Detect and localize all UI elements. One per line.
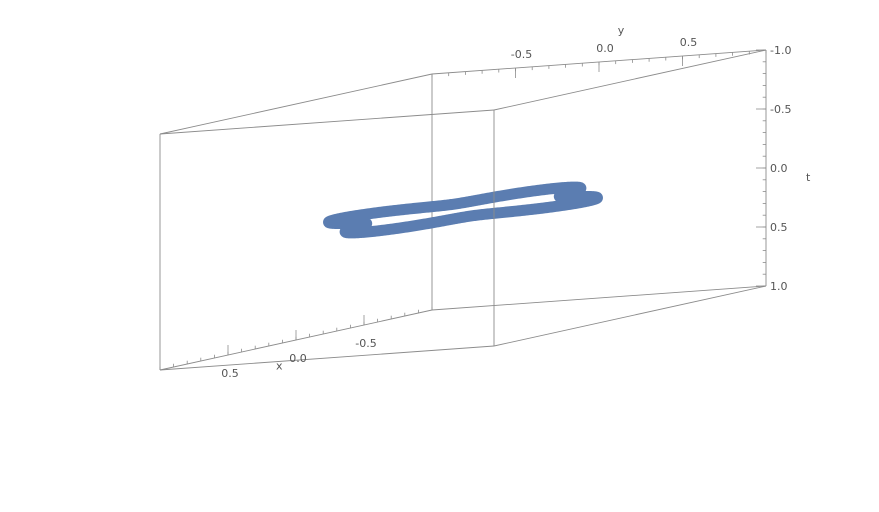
box-edge — [493, 49, 767, 111]
x-axis-tick-label: -0.5 — [355, 337, 376, 350]
box-edge-back — [431, 285, 767, 311]
t-axis-tick-label: -1.0 — [770, 44, 791, 57]
t-axis-tick-label: 0.0 — [770, 162, 788, 175]
curve-layer — [323, 181, 603, 239]
y-axis-label: y — [618, 24, 625, 37]
box-edge — [159, 109, 495, 135]
tick-labels: 0.5 0.0 -0.5 0.5 0.0 -0.5 -1.0 -0.5 0.0 0.5 1.0 x y t — [221, 24, 811, 380]
x-axis-label: x — [276, 360, 283, 373]
t-axis-label: t — [806, 171, 811, 184]
y-axis-tick-label: -0.5 — [511, 48, 532, 61]
bounding-box-front-edges — [159, 49, 767, 371]
t-axis-tick-label: 1.0 — [770, 280, 788, 293]
box-edge — [493, 285, 767, 347]
y-axis-tick-label: 0.0 — [596, 42, 614, 55]
tick-marks — [159, 49, 767, 370]
t-axis-tick-label: 0.5 — [770, 221, 788, 234]
y-axis-tick-label: 0.5 — [680, 36, 698, 49]
box-edge — [159, 345, 495, 371]
box-edge — [159, 73, 433, 135]
x-axis-tick-label: 0.0 — [289, 352, 307, 365]
x-axis-tick-label: 0.5 — [221, 367, 239, 380]
t-axis-tick-label: -0.5 — [770, 103, 791, 116]
curve-tube — [323, 181, 603, 239]
